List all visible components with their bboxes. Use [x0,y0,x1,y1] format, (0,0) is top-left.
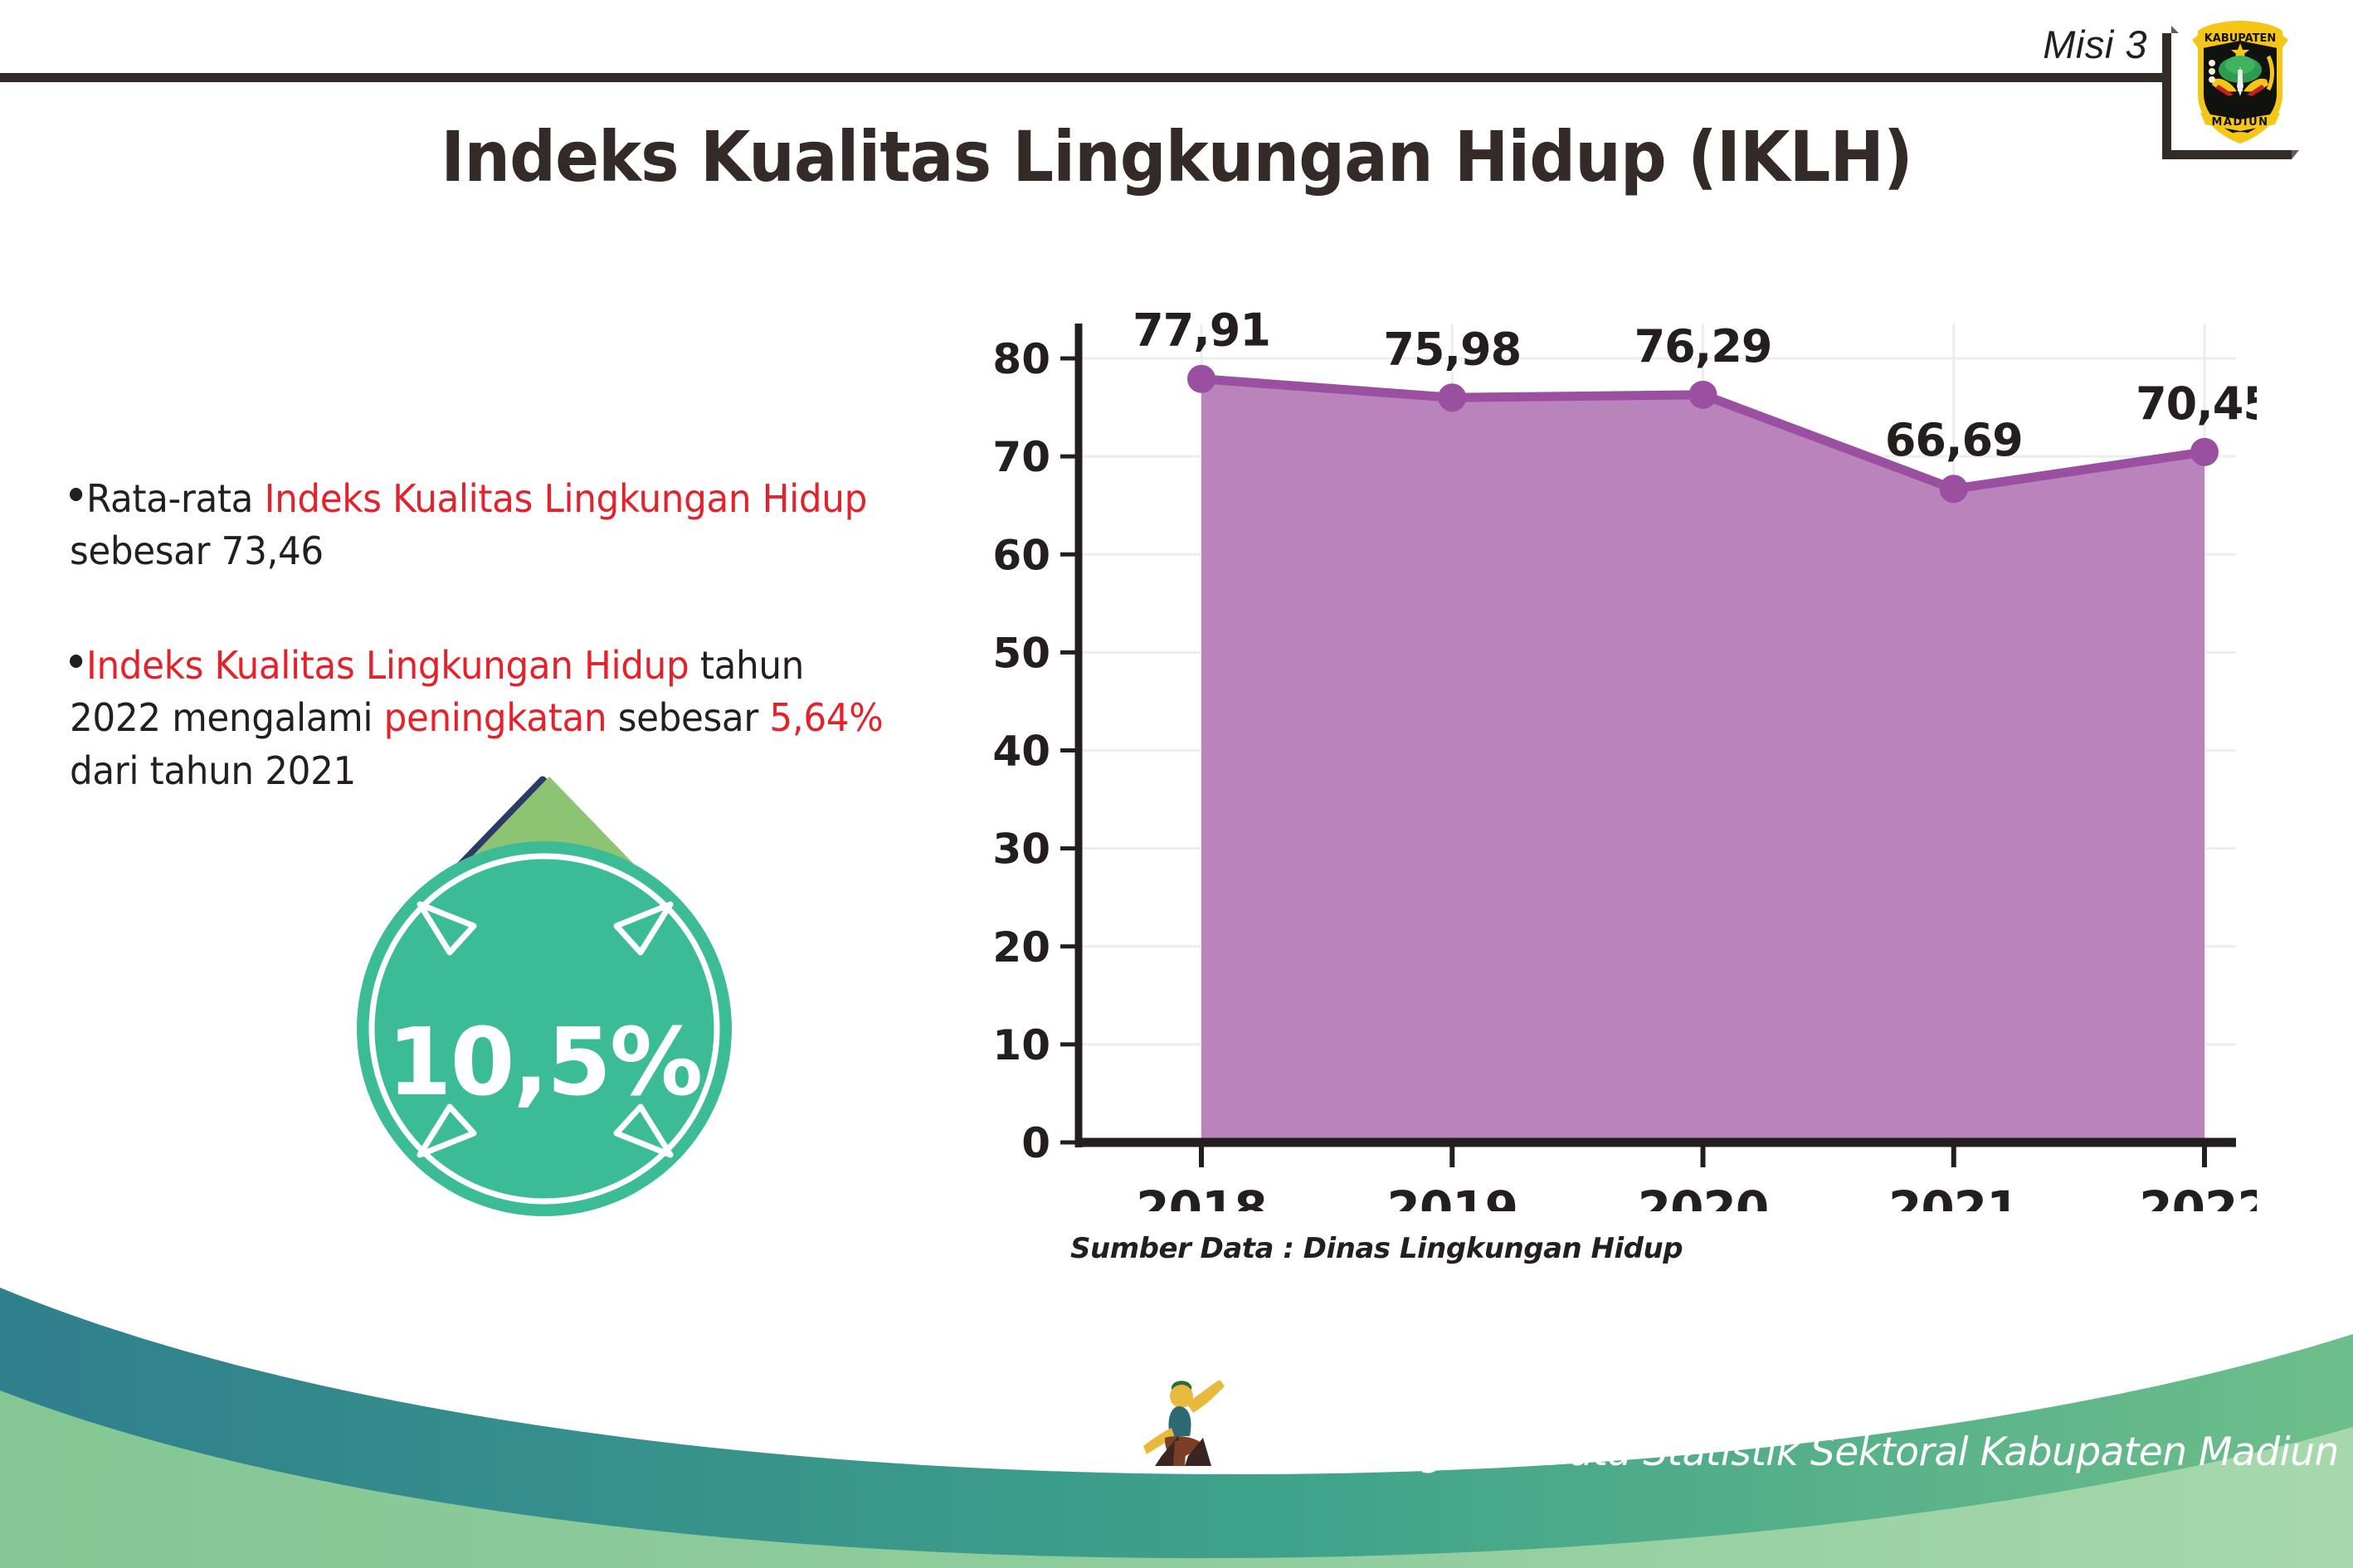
chart-source-note: Sumber Data : Dinas Lingkungan Hidup [1070,1232,1683,1265]
logo-bracket-horizontal [2162,150,2299,159]
data-point-label: 70,45 [2136,377,2257,430]
x-axis-tick-label: 2022 [2139,1181,2257,1211]
header-divider-line [0,73,2167,82]
data-point-label: 75,98 [1383,323,1521,375]
data-point-marker [1688,380,1717,409]
increase-badge: 10,5% [329,763,760,1228]
y-axis-tick-label: 80 [992,335,1050,383]
chart-x-axis-ticks: 2018 2019 2020 2021 2022 [1136,1142,2257,1211]
data-point-marker [1438,383,1467,412]
list-item: Indeks Kualitas Lingkungan Hidup tahun 2… [70,640,905,797]
iklh-area-chart: 0 10 20 30 40 50 60 70 80 2018 2019 2020 2021 2022 7… [962,299,2257,1211]
dancer-figure-icon [1140,1373,1231,1485]
data-point-label: 66,69 [1885,414,2023,466]
y-axis-tick-label: 50 [992,629,1050,677]
arrow-marker-tr [613,901,674,956]
chart-y-axis-ticks: 0 10 20 30 40 50 60 70 80 [992,335,1079,1167]
footer-wave-top [0,1288,2353,1568]
badge-value-text: 10,5% [387,1009,704,1117]
y-axis-tick-label: 10 [992,1021,1050,1069]
highlighted-phrase: Indeks Kualitas Lingkungan Hidup [85,642,689,688]
plain-phrase: sebesar [607,695,770,741]
plain-phrase: dari tahun 2021 [70,747,356,793]
list-item: Rata-rata Indeks Kualitas Lingkungan Hid… [70,473,905,578]
bullet-dot-icon [70,488,83,502]
x-axis-tick-label: 2018 [1136,1181,1266,1211]
data-point-marker [1187,364,1215,393]
data-point-label: 76,29 [1634,320,1772,373]
y-axis-tick-label: 60 [992,531,1050,579]
x-axis-tick-label: 2020 [1638,1181,1768,1211]
data-point-marker [1939,475,1968,504]
bullet-text-2: Indeks Kualitas Lingkungan Hidup tahun 2… [70,642,884,793]
mission-label: Misi 3 [2043,22,2147,66]
kabupaten-madiun-crest-icon: KABUPATEN MADIUN [2182,15,2298,148]
key-findings-list: Rata-rata Indeks Kualitas Lingkungan Hid… [70,473,949,797]
chart-data-labels: 77,91 75,98 76,29 66,69 70,45 [1133,304,2257,467]
bullet-dot-icon [70,655,83,669]
x-axis-tick-label: 2021 [1888,1181,2019,1211]
plain-phrase: tahun 2022 mengalami [70,642,804,741]
highlighted-phrase: Indeks Kualitas Lingkungan Hidup [264,476,868,521]
data-point-marker [2190,437,2219,466]
arrow-marker-bl [417,1103,477,1158]
chart-data-points [1187,364,2219,504]
highlighted-phrase: 5,64% [769,695,884,741]
y-axis-tick-label: 20 [992,923,1050,971]
footer-wave-bottom [0,1390,2353,1568]
page-footer: Media Infografis Data Statistik Sektoral… [0,1236,2353,1568]
arrow-marker-tl [417,901,477,956]
y-axis-tick-label: 30 [992,825,1050,874]
highlighted-phrase: peningkatan [383,695,607,741]
arrow-marker-br [613,1103,674,1158]
y-axis-tick-label: 70 [992,433,1050,481]
footer-caption: Media Infografis Data Statistik Sektoral… [1221,1429,2353,1475]
y-axis-tick-label: 0 [1021,1119,1050,1167]
x-axis-tick-label: 2019 [1387,1181,1518,1211]
logo-bracket-vertical [2162,26,2179,159]
chart-axes [1074,324,2236,1147]
bullet-text-1: Rata-rata Indeks Kualitas Lingkungan Hid… [70,476,867,573]
y-axis-tick-label: 40 [992,728,1050,776]
crest-bottom-banner-text: MADIUN [2211,116,2268,129]
page-title: Indeks Kualitas Lingkungan Hidup (IKLH) [441,116,1912,197]
plain-phrase: Rata-rata [85,476,265,521]
chart-area-series [1196,374,2209,1142]
plain-phrase: sebesar 73,46 [70,528,324,574]
data-point-label: 77,91 [1133,304,1270,357]
crest-top-banner-text: KABUPATEN [2204,32,2277,45]
